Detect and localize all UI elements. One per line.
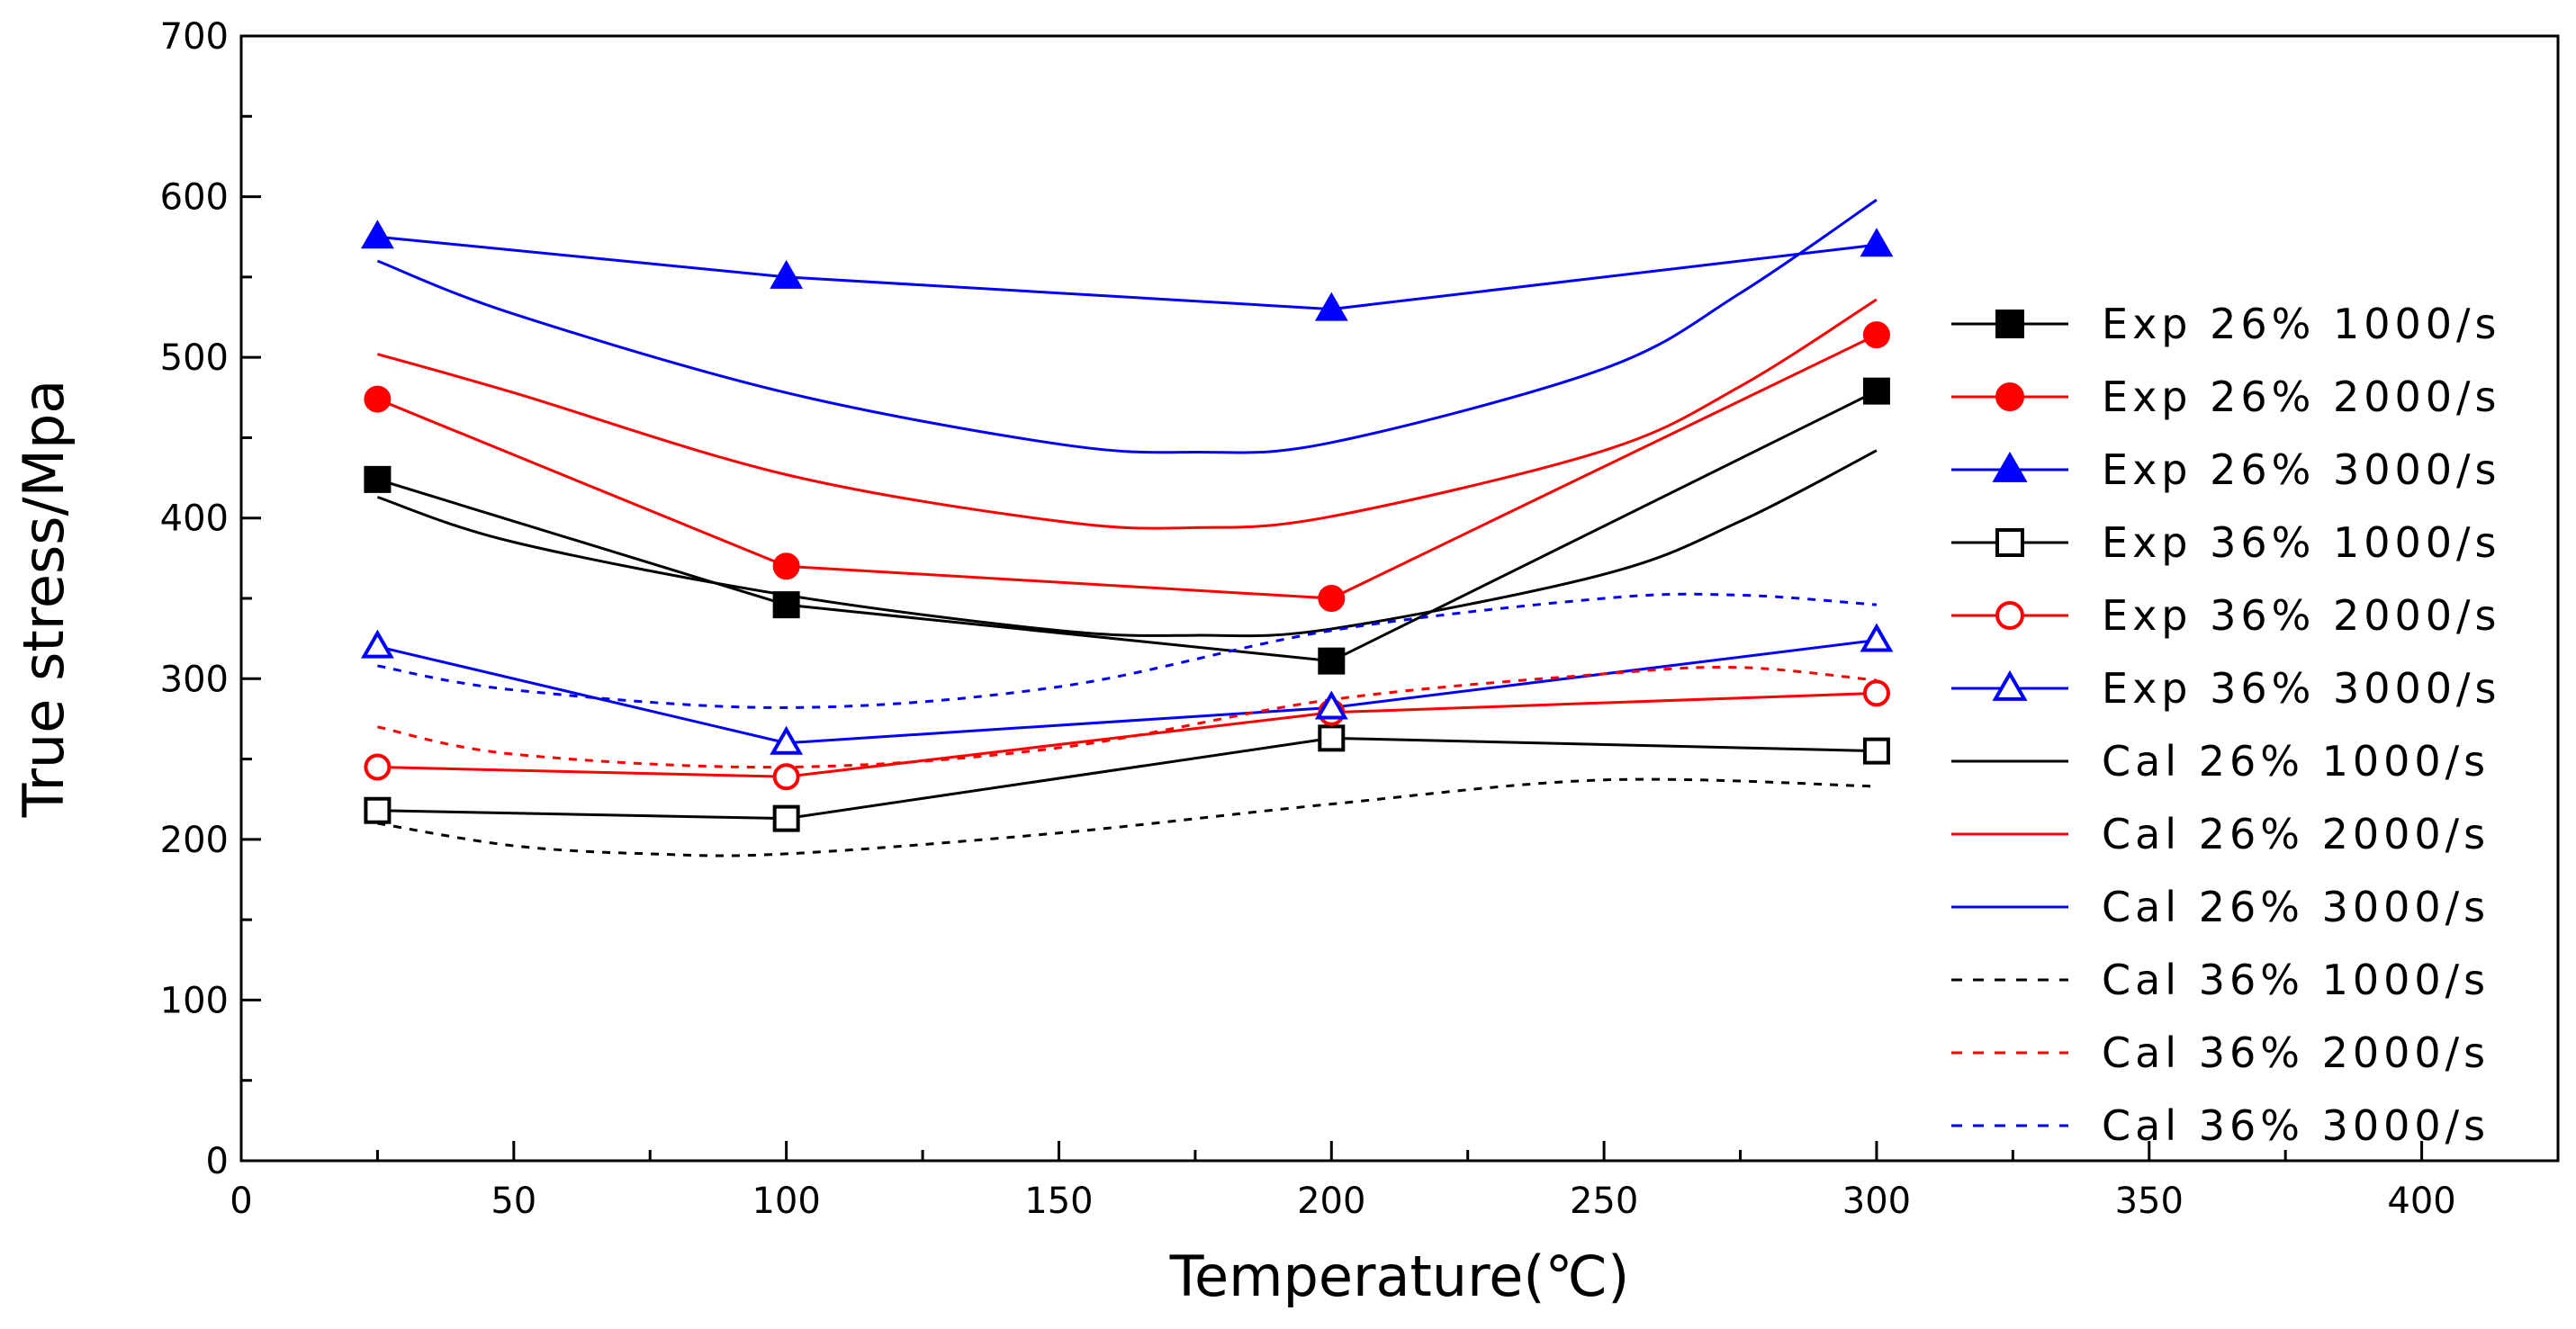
y-axis-title: True stress/Mpa [11,380,77,819]
data-point-0-1 [772,591,800,619]
data-point-4-3 [1862,679,1890,707]
series-line-4 [377,691,1877,778]
legend-label-4: Exp 36% 2000/s [2102,591,2501,640]
data-point-2-3 [1860,228,1894,257]
legend-label-7: Cal 26% 2000/s [2102,810,2490,858]
data-point-4-0 [364,753,392,781]
legend-label-0: Exp 26% 1000/s [2102,300,2501,348]
series-line-2 [377,235,1878,311]
legend-marker-3 [1995,528,2024,557]
series-line-6 [376,449,1878,638]
y-tick-label: 600 [160,177,229,219]
data-point-5-2 [1314,690,1348,720]
legend-marker-4 [1995,601,2024,630]
data-point-2-0 [361,220,394,249]
series-line-8 [376,198,1878,454]
data-point-5-3 [1860,623,1894,652]
x-tick-label: 0 [230,1181,252,1222]
series-line-5 [377,638,1878,745]
series-line-10 [377,665,1878,769]
x-tick-label: 300 [1842,1181,1911,1222]
data-point-4-1 [772,763,800,791]
axis-ticks [239,34,2424,1163]
x-tick-label: 200 [1297,1181,1365,1222]
x-axis-title: Temperature(℃) [1169,1244,1630,1309]
y-tick-label: 400 [160,498,229,540]
legend-label-6: Cal 26% 1000/s [2102,737,2490,786]
data-point-1-2 [1318,585,1346,612]
data-point-3-0 [364,796,392,824]
data-point-3-1 [772,804,800,832]
data-point-1-0 [364,385,392,413]
legend-label-3: Exp 36% 1000/s [2102,518,2501,567]
x-tick-label: 50 [491,1181,536,1222]
series-layer [376,198,1878,858]
y-tick-label: 700 [160,16,229,58]
y-tick-label: 500 [160,337,229,379]
data-point-0-2 [1318,647,1346,675]
legend-marker-5 [1992,669,2028,701]
series-line-9 [377,777,1877,858]
data-point-2-2 [1314,292,1348,321]
legend-label-5: Exp 36% 3000/s [2102,664,2501,713]
legend-marker-0 [1995,310,2024,338]
data-point-2-1 [770,259,804,289]
y-tick-label: 0 [206,1141,229,1182]
series-line-7 [377,298,1878,530]
y-tick-label: 300 [160,659,229,700]
legend-label-2: Exp 26% 3000/s [2102,445,2501,494]
legend-label-8: Cal 26% 3000/s [2102,883,2490,931]
data-point-0-3 [1862,377,1890,405]
markers-layer [361,220,1894,832]
legend-label-10: Cal 36% 2000/s [2102,1028,2490,1077]
data-point-5-0 [361,629,394,659]
legend-label-11: Cal 36% 3000/s [2102,1101,2490,1150]
data-point-1-3 [1862,321,1890,349]
x-tick-label: 150 [1024,1181,1093,1222]
x-tick-label: 400 [2387,1181,2455,1222]
data-point-0-0 [364,465,392,493]
y-tick-label: 100 [160,980,229,1021]
plot-frame [239,34,2560,1163]
x-tick-label: 250 [1570,1181,1638,1222]
series-line-3 [377,736,1877,821]
series-line-0 [376,390,1878,663]
legend: Exp 26% 1000/s Exp 26% 2000/s Exp 26% 3000… [1951,300,2501,1150]
data-point-5-1 [770,725,804,755]
data-point-1-1 [772,552,800,580]
legend-marker-1 [1995,382,2024,411]
x-tick-label: 100 [752,1181,820,1222]
series-line-11 [377,592,1878,709]
series-line-1 [376,333,1878,600]
data-point-3-2 [1318,724,1346,752]
legend-label-9: Cal 36% 1000/s [2102,956,2490,1004]
data-point-3-3 [1862,737,1890,765]
legend-marker-2 [1992,451,2028,482]
y-tick-label: 200 [160,820,229,861]
tick-labels: 0 100 200 300 400 500 600 700 0 50 100 150 200 250 300… [160,16,2456,1222]
x-tick-label: 350 [2115,1181,2184,1222]
legend-label-1: Exp 26% 2000/s [2102,373,2501,421]
